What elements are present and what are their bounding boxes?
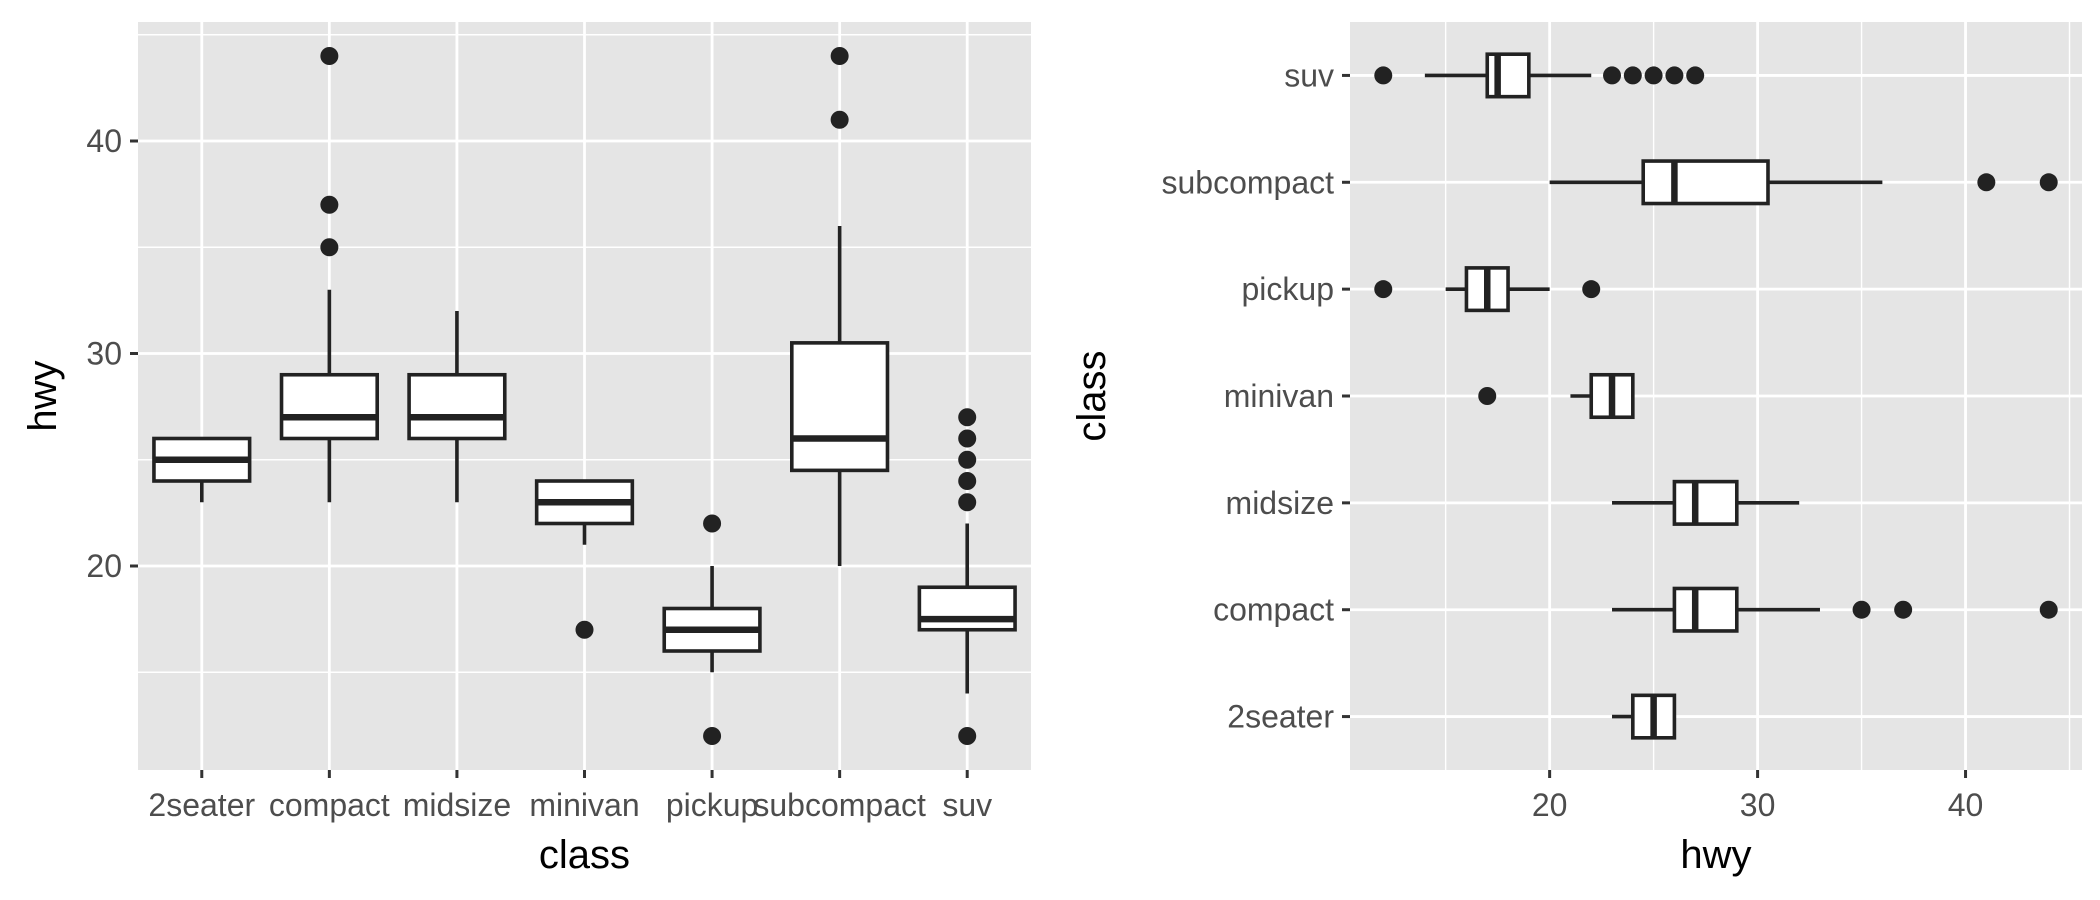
box-group-suv: [917, 408, 1017, 745]
box-group-suv: [1374, 52, 1705, 99]
y-tick-label: 30: [86, 336, 122, 372]
outlier-point: [958, 450, 977, 469]
outlier-point: [1852, 600, 1871, 619]
box-group-minivan: [534, 479, 635, 639]
outlier-point: [958, 493, 977, 512]
outlier-point: [703, 514, 722, 533]
outlier-point: [320, 47, 339, 65]
x-tick-label: midsize: [403, 787, 511, 823]
outlier-point: [1665, 66, 1684, 85]
outlier-point: [958, 408, 977, 427]
outlier-point: [1582, 280, 1601, 299]
outlier-point: [1623, 66, 1642, 85]
outlier-point: [830, 47, 849, 65]
outlier-point: [1644, 66, 1663, 85]
box: [1672, 586, 1739, 633]
outlier-point: [2039, 600, 2058, 619]
box-group-midsize: [1612, 479, 1800, 526]
box-group-compact: [1612, 586, 2058, 633]
outlier-point: [1374, 280, 1393, 299]
outlier-point: [703, 727, 722, 745]
outlier-point: [1894, 600, 1913, 619]
y-tick-label: subcompact: [1161, 164, 1334, 200]
outlier-point: [2039, 173, 2058, 192]
x-tick-label: 20: [1532, 787, 1568, 823]
box-group-2seater: [1612, 693, 1677, 740]
outlier-point: [958, 727, 977, 745]
box-group-minivan: [1478, 372, 1635, 420]
x-tick-label: 40: [1948, 787, 1984, 823]
x-tick-label: compact: [269, 787, 390, 823]
outlier-point: [1977, 173, 1996, 192]
box-group-pickup: [662, 514, 762, 745]
box-group-compact: [279, 47, 379, 503]
x-axis-title: hwy: [1680, 833, 1751, 877]
outlier-point: [1374, 66, 1393, 85]
left-boxplot-panel: 20 30 40 2seater compact midsize minivan pickup…: [21, 22, 1031, 877]
outlier-point: [1686, 66, 1705, 85]
x-axis-title: class: [539, 833, 630, 877]
y-tick-label: compact: [1213, 592, 1334, 628]
outlier-point: [320, 195, 339, 214]
outlier-point: [320, 238, 339, 257]
x-tick-label: subcompact: [753, 787, 926, 823]
box: [790, 341, 890, 473]
box: [279, 372, 379, 441]
x-tick-label: pickup: [666, 787, 759, 823]
box: [1485, 52, 1531, 99]
y-axis-title: class: [1070, 350, 1114, 441]
right-boxplot-panel: 20 30 40 2seater compact midsize minivan pickup…: [1070, 22, 2082, 877]
box: [917, 585, 1017, 632]
outlier-point: [958, 472, 977, 490]
x-tick-label: minivan: [529, 787, 639, 823]
y-tick-label: suv: [1284, 57, 1334, 93]
outlier-point: [1478, 387, 1497, 405]
box-group-pickup: [1374, 266, 1601, 313]
outlier-point: [1603, 66, 1622, 85]
x-tick-label: 30: [1740, 787, 1776, 823]
box: [1672, 479, 1739, 526]
box: [1641, 159, 1770, 206]
box-group-subcompact: [1549, 159, 2058, 206]
y-tick-label: pickup: [1242, 271, 1335, 307]
box-group-midsize: [407, 311, 507, 503]
outlier-point: [575, 620, 594, 639]
y-tick-label: 40: [86, 123, 122, 159]
y-tick-label: minivan: [1224, 378, 1334, 414]
box: [407, 372, 507, 441]
box-group-2seater: [152, 436, 252, 503]
x-tick-label: 2seater: [148, 787, 255, 823]
x-tick-label: suv: [942, 787, 992, 823]
outlier-point: [958, 429, 977, 448]
y-tick-label: 20: [86, 548, 122, 584]
outlier-point: [830, 110, 849, 129]
y-axis-title: hwy: [21, 360, 65, 431]
box-group-subcompact: [790, 47, 890, 566]
y-tick-label: 2seater: [1227, 699, 1334, 735]
y-tick-label: midsize: [1226, 485, 1334, 521]
